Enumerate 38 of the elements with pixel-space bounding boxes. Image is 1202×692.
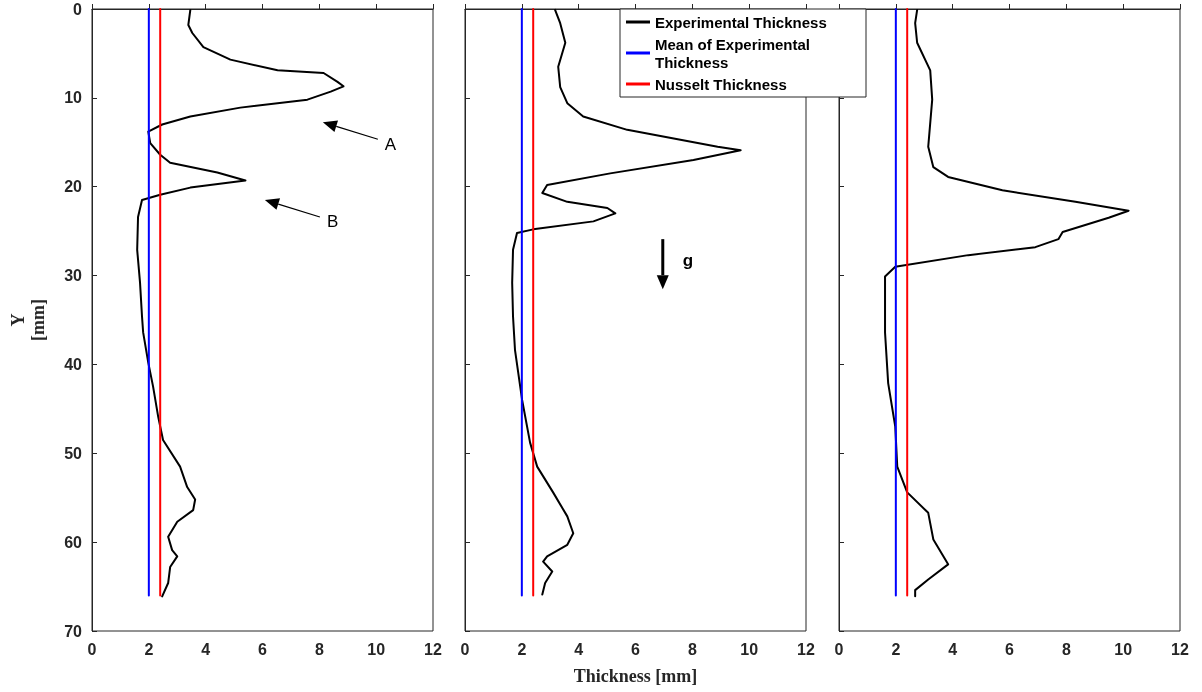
x-tick-label: 2 [144, 640, 154, 658]
y-tick-label: 50 [64, 444, 83, 462]
y-tick-label: 20 [64, 178, 83, 196]
annotation: B [326, 212, 339, 232]
x-tick-label: 8 [1061, 640, 1071, 658]
x-tick-label: 12 [424, 640, 442, 658]
x-tick-label: 6 [1005, 640, 1015, 658]
x-tick-label: 4 [948, 640, 958, 658]
legend-label: Mean of Experimental Thickness [655, 35, 815, 71]
y-tick-label: 0 [73, 0, 83, 18]
x-tick-label: 0 [460, 640, 470, 658]
x-tick-label: 12 [1171, 640, 1189, 658]
legend-label: Nusselt Thickness [655, 75, 787, 93]
y-tick-label: 70 [64, 622, 83, 640]
x-axis-title: Thickness [mm] [573, 666, 698, 686]
x-tick-label: 0 [87, 640, 97, 658]
legend-label: Experimental Thickness [655, 13, 827, 31]
x-tick-label: 4 [201, 640, 211, 658]
y-tick-label: 30 [64, 267, 83, 285]
x-tick-label: 8 [314, 640, 324, 658]
annotation: g [682, 250, 694, 270]
x-tick-label: 2 [517, 640, 527, 658]
x-tick-label: 4 [574, 640, 584, 658]
annotation: A [384, 134, 397, 154]
line-series [136, 8, 345, 598]
x-tick-label: 12 [797, 640, 815, 658]
x-tick-label: 2 [891, 640, 901, 658]
x-tick-label: 6 [258, 640, 268, 658]
x-tick-label: 8 [687, 640, 697, 658]
x-tick-label: 10 [367, 640, 386, 658]
y-tick-label: 60 [64, 533, 83, 551]
x-tick-label: 10 [740, 640, 759, 658]
x-tick-label: 6 [631, 640, 641, 658]
x-tick-label: 10 [1114, 640, 1133, 658]
y-tick-label: 40 [64, 355, 83, 373]
x-tick-label: 0 [834, 640, 844, 658]
y-axis-title: Y [mm] [8, 299, 48, 341]
y-tick-label: 10 [64, 89, 83, 107]
